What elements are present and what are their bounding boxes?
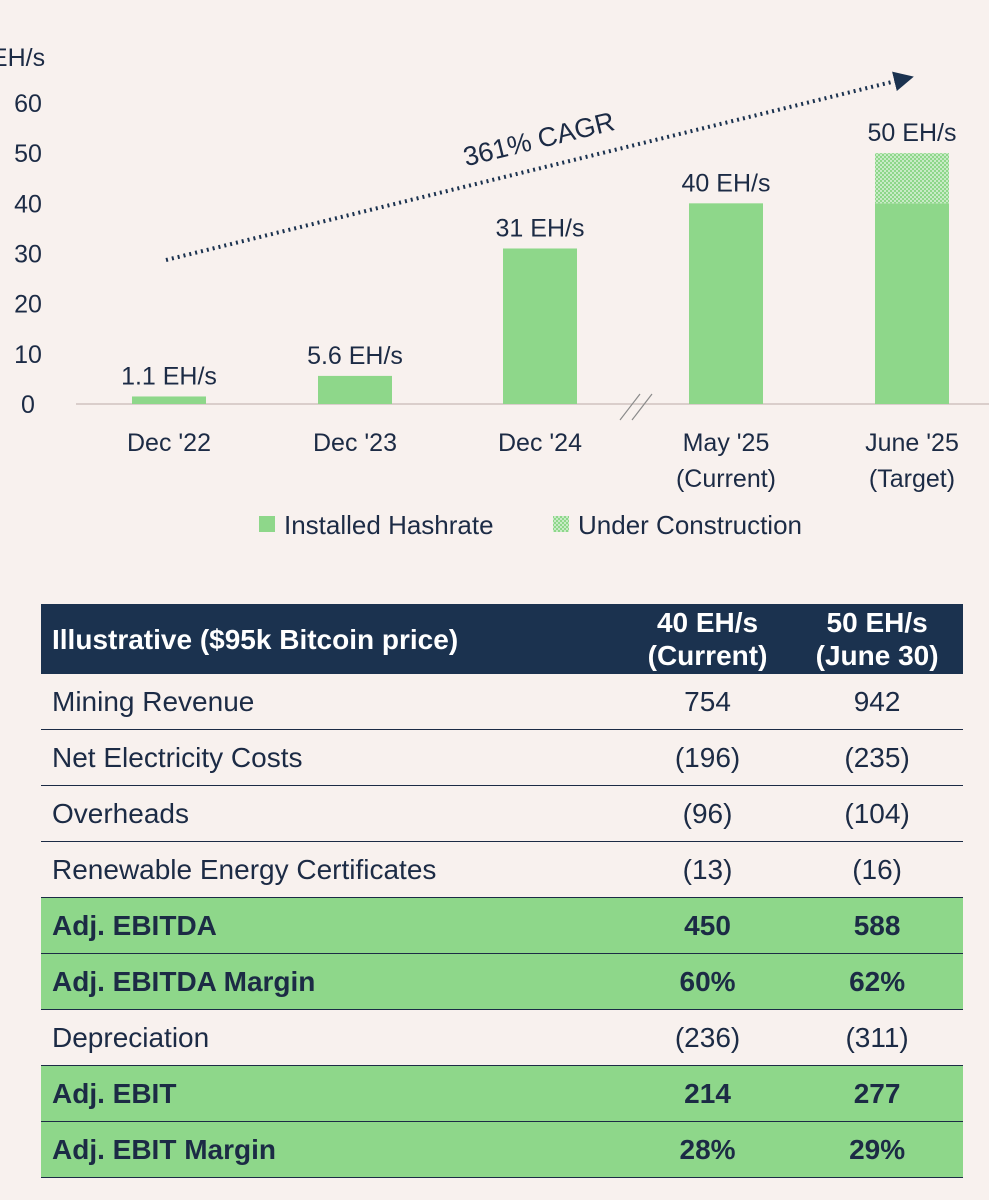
y-tick-label: 10 [14, 341, 42, 369]
table-row: Mining Revenue 754 942 [41, 674, 963, 730]
table-row: Adj. EBIT 214 277 [41, 1065, 963, 1122]
bars [132, 153, 949, 404]
row-label: Overheads [41, 785, 624, 842]
x-tick-label: June '25 [865, 429, 959, 457]
hashrate-chart: EH/s 0 10 20 30 40 50 60 1.1 EH/s 5.6 EH/s 31 EH/… [0, 44, 989, 540]
header-col-current: 40 EH/s (Current) [623, 604, 792, 674]
row-value-target: (16) [791, 841, 963, 898]
x-tick-label: May '25 [683, 429, 770, 457]
table-row: Overheads (96) (104) [41, 785, 963, 842]
bar-installed-hashrate [875, 203, 949, 404]
table-body: Mining Revenue 754 942 Net Electricity Cost… [41, 674, 963, 1178]
x-tick-label: (Current) [676, 465, 776, 493]
bar-data-label: 5.6 EH/s [307, 342, 403, 370]
bar-data-label: 50 EH/s [868, 119, 957, 147]
cagr-arrow [165, 71, 914, 262]
y-tick-label: 30 [14, 241, 42, 269]
bar-installed-hashrate [503, 248, 577, 404]
row-value-current: 60% [623, 953, 792, 1010]
row-value-target: (104) [791, 785, 963, 842]
legend-label-installed: Installed Hashrate [284, 510, 494, 540]
axis-break-mark [619, 393, 641, 421]
table-row: Net Electricity Costs (196) (235) [41, 729, 963, 786]
row-value-current: 754 [623, 674, 792, 730]
table-header-row: Illustrative ($95k Bitcoin price) 40 EH/… [41, 604, 963, 674]
bar-data-label: 31 EH/s [496, 214, 585, 242]
row-value-current: 214 [623, 1065, 792, 1122]
x-tick-label: Dec '22 [127, 429, 211, 457]
table-row: Adj. EBITDA Margin 60% 62% [41, 953, 963, 1010]
header-col-target-line1: 50 EH/s [826, 607, 928, 638]
y-tick-label: 40 [14, 190, 42, 218]
bar-installed-hashrate [318, 375, 392, 404]
data-labels: 1.1 EH/s 5.6 EH/s 31 EH/s 40 EH/s 50 EH/s [121, 119, 956, 390]
row-label: Depreciation [41, 1009, 624, 1066]
y-tick-label: 20 [14, 291, 42, 319]
row-label: Adj. EBITDA Margin [41, 953, 624, 1010]
bar-data-label: 40 EH/s [682, 169, 771, 197]
table-row: Adj. EBIT Margin 28% 29% [41, 1121, 963, 1178]
y-tick-label: 0 [21, 391, 35, 419]
row-value-target: 277 [791, 1065, 963, 1122]
legend-swatch-installed [259, 516, 275, 532]
row-label: Mining Revenue [41, 674, 624, 730]
header-col-current-line1: 40 EH/s [656, 607, 759, 638]
row-value-current: 450 [623, 897, 792, 954]
row-value-target: 942 [791, 674, 963, 730]
header-col-target-line2: (June 30) [815, 640, 939, 671]
axis-break-mark [631, 393, 653, 421]
row-value-current: (96) [623, 785, 792, 842]
row-value-target: (311) [791, 1009, 963, 1066]
row-value-target: 29% [791, 1121, 963, 1178]
header-label: Illustrative ($95k Bitcoin price) [41, 604, 624, 674]
bar-under-construction [875, 153, 949, 204]
financials-table: Illustrative ($95k Bitcoin price) 40 EH/… [41, 604, 963, 1178]
row-value-current: (13) [623, 841, 792, 898]
legend-label-construction: Under Construction [578, 510, 802, 540]
x-tick-label: Dec '24 [498, 429, 582, 457]
bar-installed-hashrate [132, 396, 206, 404]
row-label: Adj. EBIT [41, 1065, 624, 1122]
row-label: Adj. EBIT Margin [41, 1121, 624, 1178]
table-row: Renewable Energy Certificates (13) (16) [41, 841, 963, 898]
row-label: Renewable Energy Certificates [41, 841, 624, 898]
cagr-label: 361% CAGR [460, 106, 617, 172]
header-col-current-line2: (Current) [647, 640, 768, 671]
x-tick-label: Dec '23 [313, 429, 397, 457]
y-axis-unit-label: EH/s [0, 44, 45, 72]
bar-installed-hashrate [689, 203, 763, 404]
row-value-current: 28% [623, 1121, 792, 1178]
y-tick-label: 60 [14, 90, 42, 118]
legend-swatch-construction [553, 516, 569, 532]
row-value-current: (196) [623, 729, 792, 786]
x-tick-label: (Target) [869, 465, 955, 493]
row-value-target: (235) [791, 729, 963, 786]
row-value-target: 62% [791, 953, 963, 1010]
x-axis: Dec '22 Dec '23 Dec '24 May '25 (Current) Jun… [127, 393, 959, 493]
row-label: Adj. EBITDA [41, 897, 624, 954]
header-col-target: 50 EH/s (June 30) [791, 604, 963, 674]
row-label: Net Electricity Costs [41, 729, 624, 786]
y-tick-label: 50 [14, 140, 42, 168]
bar-data-label: 1.1 EH/s [121, 362, 217, 390]
table-row: Depreciation (236) (311) [41, 1009, 963, 1066]
row-value-target: 588 [791, 897, 963, 954]
row-value-current: (236) [623, 1009, 792, 1066]
table-row: Adj. EBITDA 450 588 [41, 897, 963, 954]
legend: Installed Hashrate Under Construction [259, 510, 802, 540]
